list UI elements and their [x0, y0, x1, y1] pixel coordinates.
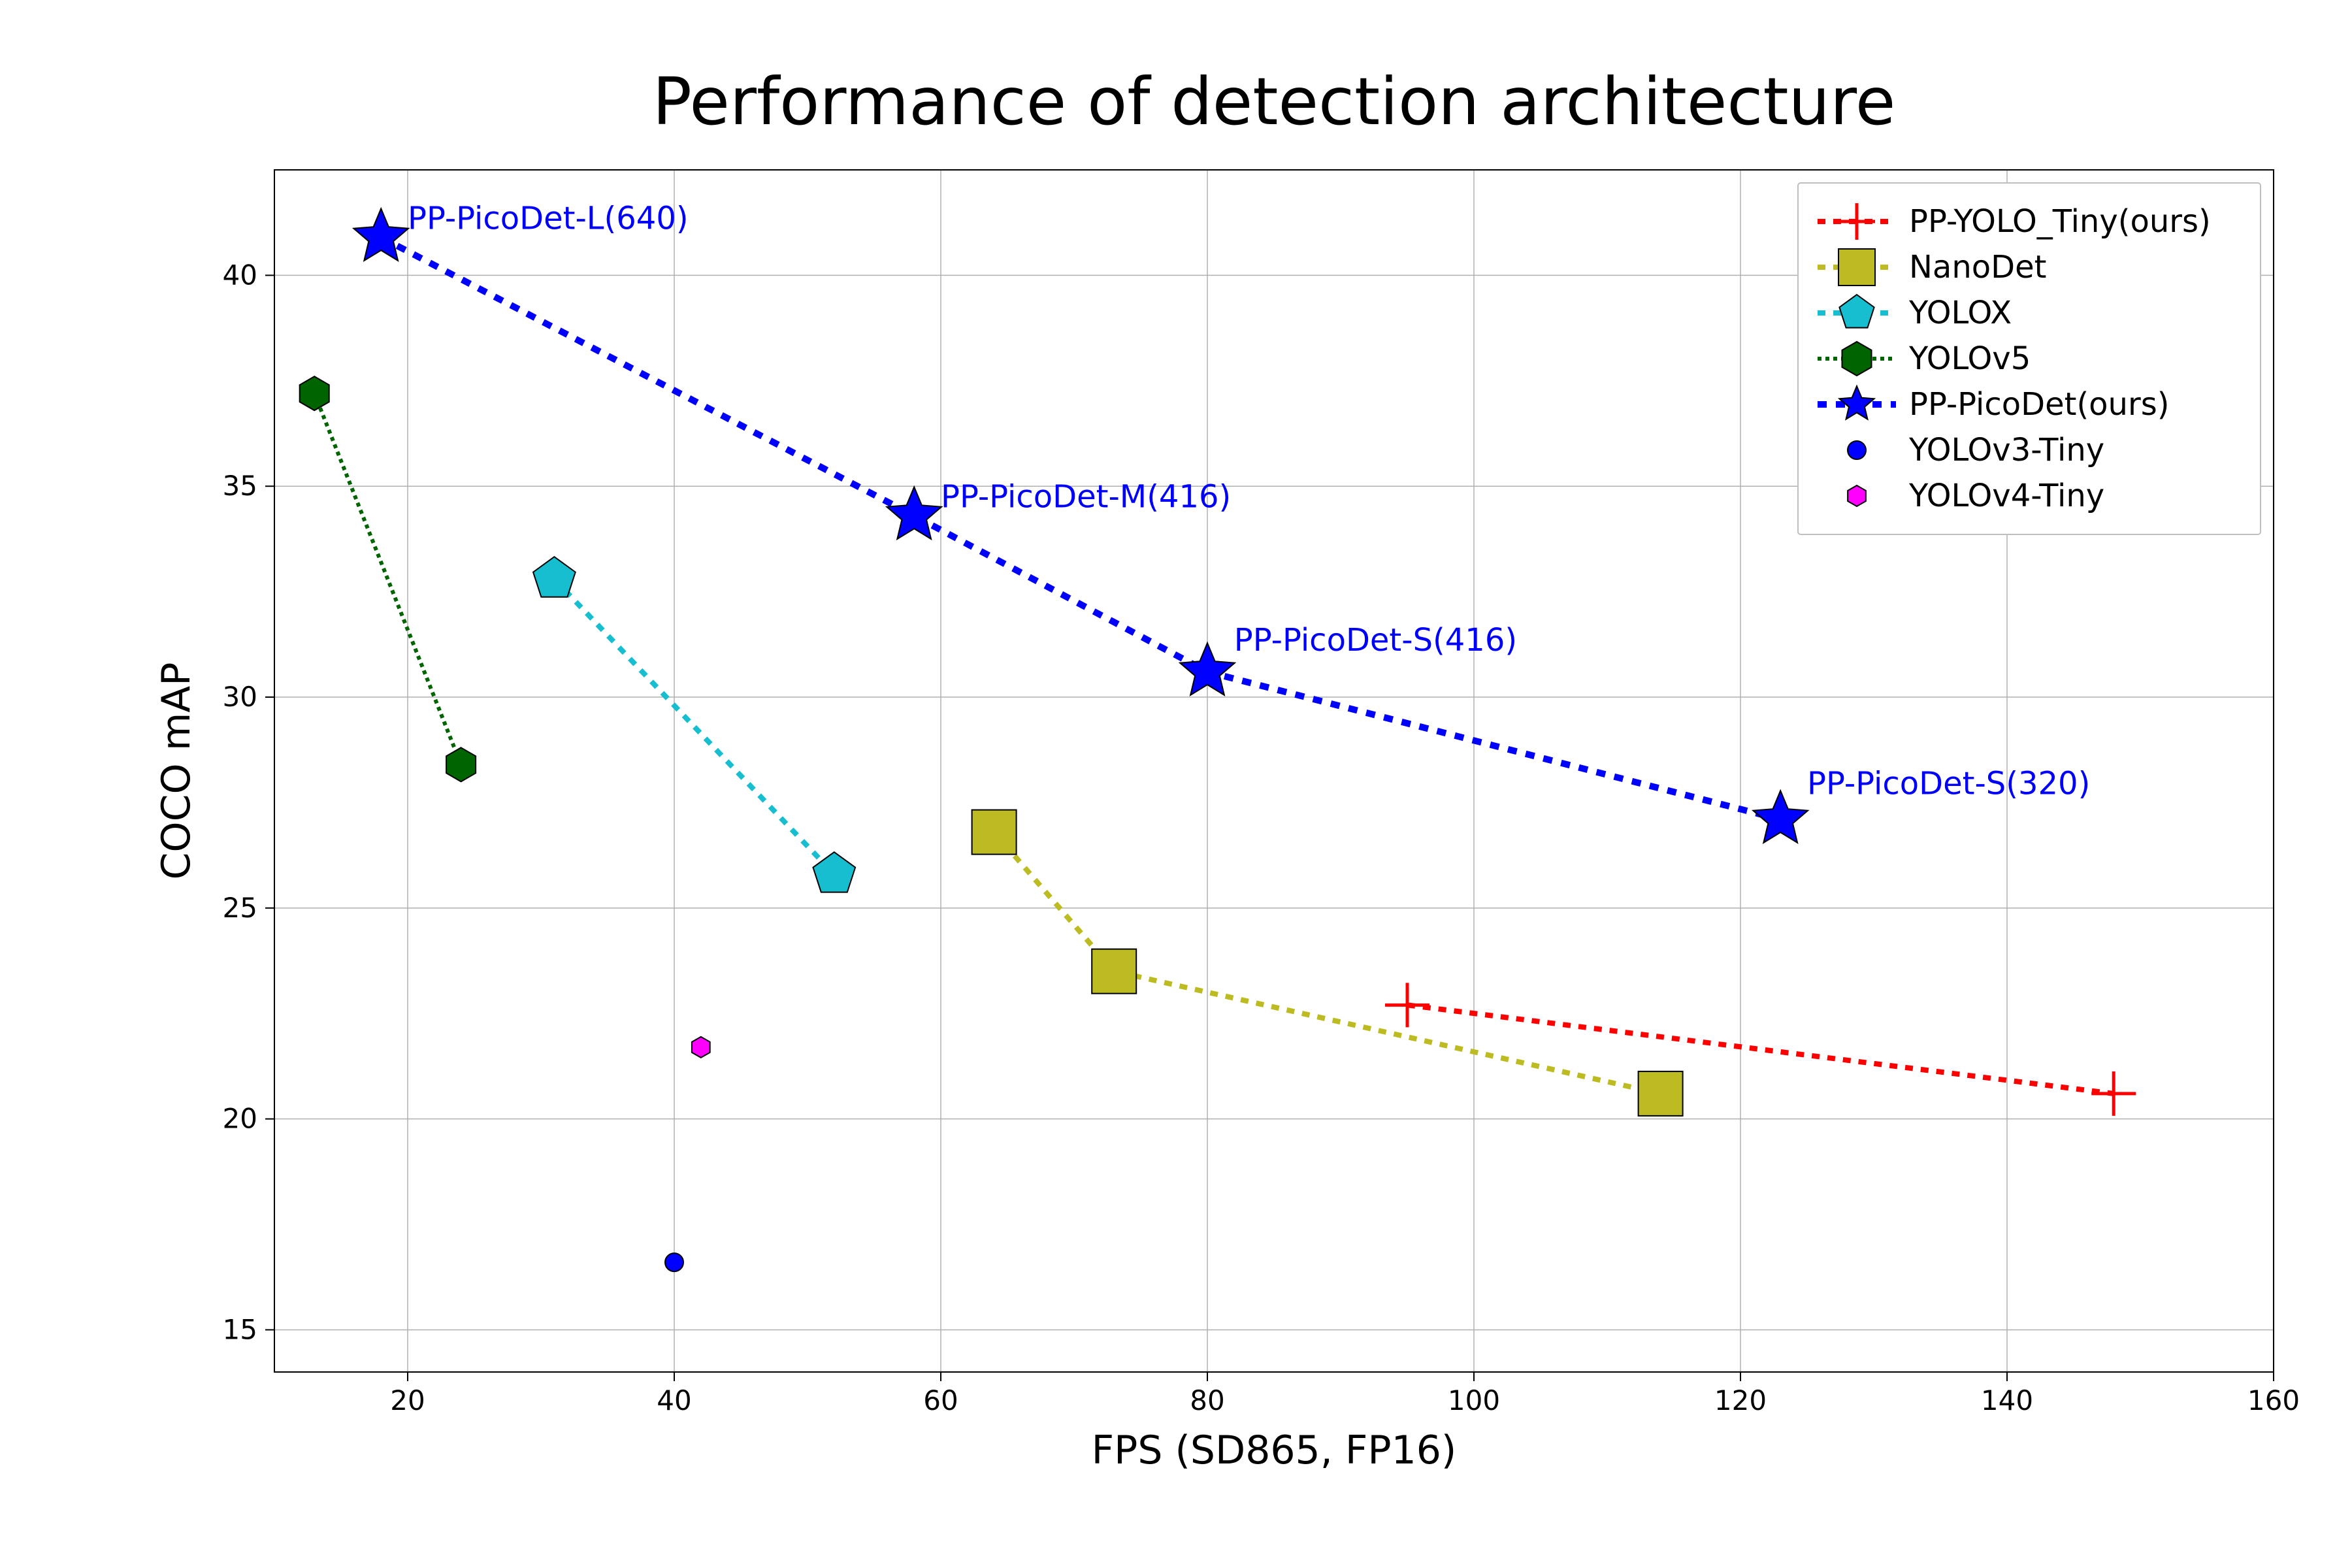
series-yolox: [533, 557, 855, 892]
y-tick-label: 35: [223, 470, 257, 502]
series-pp-picodet-ours-: [353, 208, 1808, 843]
y-tick-label: 40: [223, 259, 257, 291]
chart-svg: 20 40 60 80 100 120 140 160 15 20 25 30 35 40 FPS (SD8…: [0, 0, 2352, 1568]
x-tick-label: 40: [657, 1384, 691, 1416]
annotation-label: PP-PicoDet-M(416): [941, 478, 1231, 515]
annotation-label: PP-PicoDet-S(320): [1807, 766, 2090, 802]
x-tick-label: 120: [1714, 1384, 1767, 1416]
legend: PP-YOLO_Tiny(ours) NanoDet YOLOX YOLOv5 PP-P…: [1798, 183, 2261, 534]
legend-label: PP-PicoDet(ours): [1909, 386, 2169, 423]
x-tick-label: 60: [923, 1384, 958, 1416]
x-tick-label: 100: [1448, 1384, 1500, 1416]
y-tick-label: 25: [223, 892, 257, 924]
x-tick-label: 140: [1981, 1384, 2033, 1416]
x-axis-label: FPS (SD865, FP16): [1092, 1428, 1457, 1473]
legend-label: YOLOv4-Tiny: [1908, 478, 2104, 514]
x-tick-label: 20: [390, 1384, 425, 1416]
x-tick-label: 80: [1190, 1384, 1224, 1416]
legend-label: YOLOX: [1908, 295, 2012, 331]
chart-title: Performance of detection architecture: [653, 63, 1896, 140]
annotation-label: PP-PicoDet-S(416): [1234, 622, 1517, 659]
annotation-label: PP-PicoDet-L(640): [408, 200, 689, 237]
chart-container: 20 40 60 80 100 120 140 160 15 20 25 30 35 40 FPS (SD8…: [0, 0, 2352, 1568]
series-yolov4-tiny: [692, 1037, 710, 1058]
legend-label: YOLOv5: [1908, 340, 2031, 377]
series-nanodet: [972, 810, 1683, 1116]
y-axis-label: COCO mAP: [154, 662, 199, 880]
y-tick-label: 15: [223, 1313, 257, 1345]
legend-label: PP-YOLO_Tiny(ours): [1909, 203, 2211, 240]
y-tick-label: 30: [223, 681, 257, 713]
x-tick-label: 160: [2247, 1384, 2300, 1416]
series-pp-yolo-tiny-ours-: [1385, 983, 2136, 1116]
y-tick-label: 20: [223, 1103, 257, 1135]
series-yolov5: [300, 376, 476, 781]
series-yolov3-tiny: [665, 1253, 683, 1271]
legend-label: NanoDet: [1909, 249, 2046, 286]
legend-label: YOLOv3-Tiny: [1908, 432, 2104, 468]
